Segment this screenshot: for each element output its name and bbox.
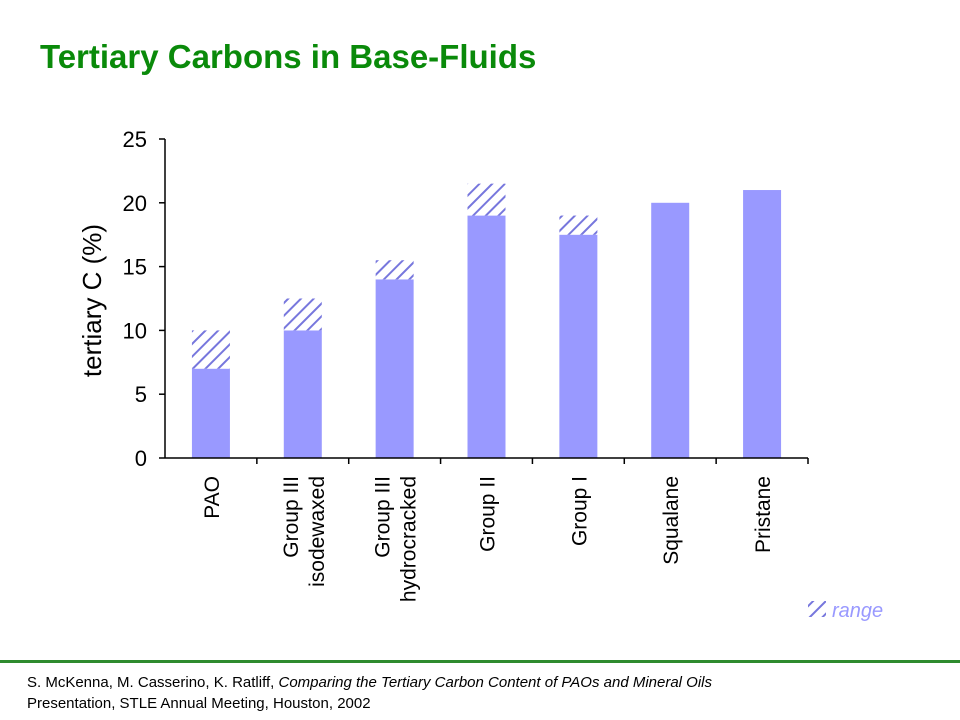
range-bar: [191, 330, 230, 369]
range-bar: [559, 215, 598, 235]
y-tick-label: 20: [123, 191, 147, 216]
bars-group: [191, 183, 782, 459]
range-bar: [375, 260, 414, 280]
bar: [375, 279, 414, 458]
y-tick-label: 10: [123, 318, 147, 343]
range-bar: [283, 298, 322, 331]
footer-rule: [0, 660, 960, 663]
x-tick-label: Group II: [477, 476, 500, 552]
y-tick-label: 0: [135, 446, 147, 471]
range-bar: [467, 183, 506, 216]
bar: [191, 368, 230, 458]
y-axis-label: tertiary C (%): [77, 224, 107, 377]
citation-line-1: S. McKenna, M. Casserino, K. Ratliff, Co…: [27, 672, 947, 693]
x-tick-label: hydrocracked: [398, 476, 421, 602]
citation-venue: Presentation, STLE Annual Meeting, Houst…: [27, 695, 371, 712]
citation-authors: S. McKenna, M. Casserino, K. Ratliff,: [27, 674, 279, 691]
x-tick-label: isodewaxed: [306, 476, 329, 587]
citation: S. McKenna, M. Casserino, K. Ratliff, Co…: [27, 672, 947, 714]
y-tick-labels: 0 5 10 15 20 25: [123, 127, 147, 471]
bar: [651, 202, 690, 458]
bar: [559, 234, 598, 458]
x-tick-label: Group III: [372, 476, 395, 558]
bar: [467, 215, 506, 458]
legend-label: range: [832, 600, 883, 622]
legend-swatch: [808, 601, 826, 617]
x-tick-label: Pristane: [752, 476, 775, 553]
x-tick-label: Squalane: [660, 476, 683, 565]
legend: range: [808, 600, 883, 622]
x-tick-label: Group III: [280, 476, 303, 558]
x-tick-label: PAO: [201, 476, 224, 519]
y-tick-label: 25: [123, 127, 147, 152]
x-tick-labels: PAO Group III isodewaxed Group III hydrocrac…: [201, 476, 775, 602]
slide-title: Tertiary Carbons in Base-Fluids: [40, 38, 537, 75]
axes-group: [159, 138, 809, 464]
citation-work: Comparing the Tertiary Carbon Content of…: [278, 674, 713, 691]
y-tick-label: 5: [135, 382, 147, 407]
bar: [283, 330, 322, 458]
x-tick-label: Group I: [568, 476, 591, 546]
y-tick-label: 15: [123, 255, 147, 280]
bar: [743, 190, 782, 459]
